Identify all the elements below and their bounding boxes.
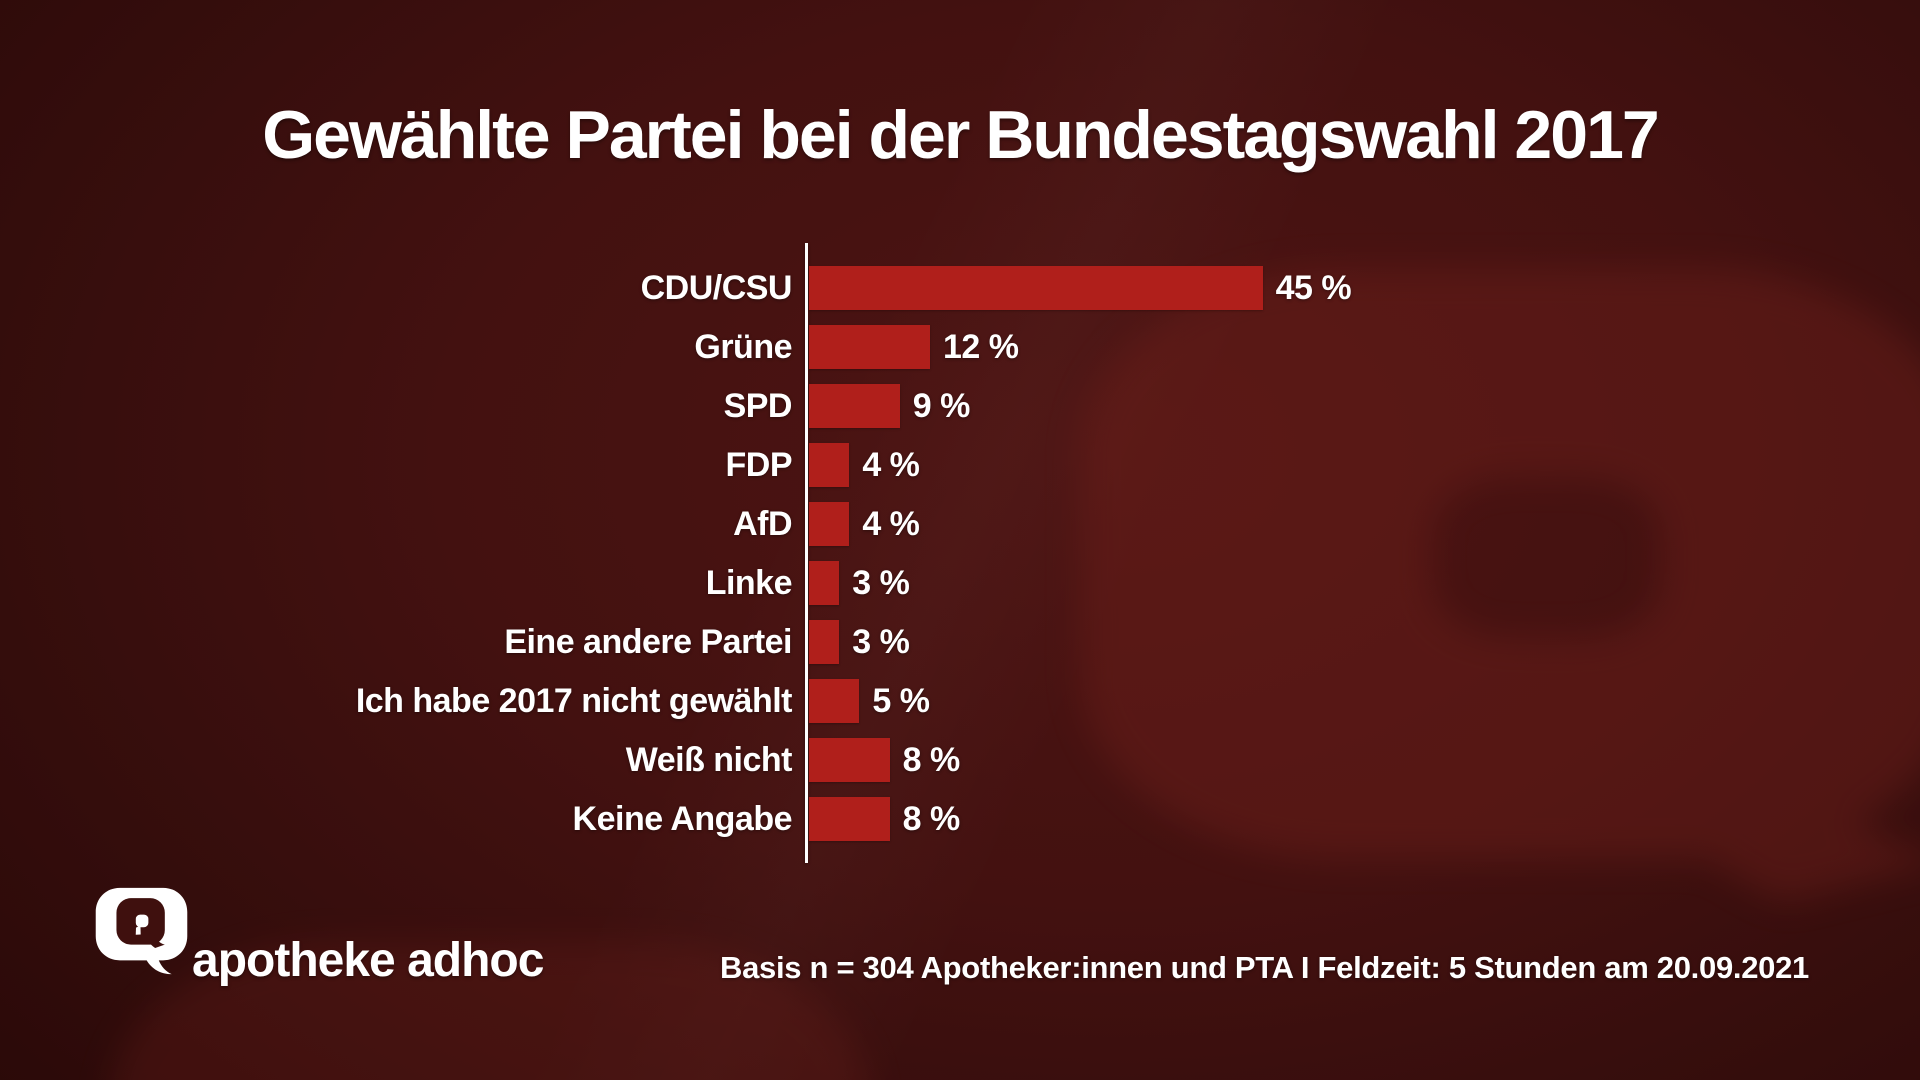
value-label: 3 %	[852, 564, 910, 602]
bar	[809, 384, 900, 428]
category-label: Linke	[705, 564, 793, 602]
category-label: Eine andere Partei	[504, 623, 792, 661]
bar	[809, 443, 850, 487]
category-label: FDP	[725, 446, 793, 484]
category-label: SPD	[723, 387, 793, 425]
bar	[809, 738, 890, 782]
brand-name: apotheke adhoc	[192, 934, 544, 987]
chart-row: SPD 9 %	[0, 384, 1920, 428]
value-label: 4 %	[862, 446, 920, 484]
category-label: AfD	[733, 505, 792, 543]
bar	[809, 502, 850, 546]
chart-row: Weiß nicht 8 %	[0, 738, 1920, 782]
value-label: 3 %	[852, 623, 910, 661]
category-label: Weiß nicht	[625, 741, 793, 779]
apotheke-adhoc-logo	[95, 887, 188, 975]
bar	[809, 266, 1263, 310]
chart-row: Ich habe 2017 nicht gewählt 5 %	[0, 679, 1920, 723]
chart-row: Keine Angabe 8 %	[0, 797, 1920, 841]
chart-row: Linke 3 %	[0, 561, 1920, 605]
value-label: 8 %	[902, 800, 961, 838]
category-label: Grüne	[694, 328, 792, 366]
value-label: 4 %	[862, 505, 920, 543]
page-title: Gewählte Partei bei der Bundestagswahl 2…	[262, 97, 1659, 173]
chart-baseline-axis	[805, 243, 808, 863]
chart-row: Eine andere Partei 3 %	[0, 620, 1920, 664]
chart-row: Grüne 12 %	[0, 325, 1920, 369]
value-label: 9 %	[912, 387, 971, 425]
category-label: Ich habe 2017 nicht gewählt	[355, 682, 793, 720]
category-label: Keine Angabe	[572, 800, 793, 838]
bar	[809, 620, 840, 664]
value-label: 8 %	[902, 741, 961, 779]
value-label: 12 %	[942, 328, 1019, 366]
category-label: CDU/CSU	[640, 269, 793, 307]
brand-a-icon	[116, 898, 165, 948]
chart-row: FDP 4 %	[0, 443, 1920, 487]
value-label: 45 %	[1275, 269, 1352, 307]
chart-row: CDU/CSU 45 %	[0, 266, 1920, 310]
value-label: 5 %	[872, 682, 930, 720]
bar	[809, 561, 840, 605]
basis-note: Basis n = 304 Apotheker:innen und PTA I …	[720, 950, 1809, 985]
chart-row: AfD 4 %	[0, 502, 1920, 546]
bar	[809, 679, 860, 723]
bar	[809, 325, 930, 369]
bar	[809, 797, 890, 841]
